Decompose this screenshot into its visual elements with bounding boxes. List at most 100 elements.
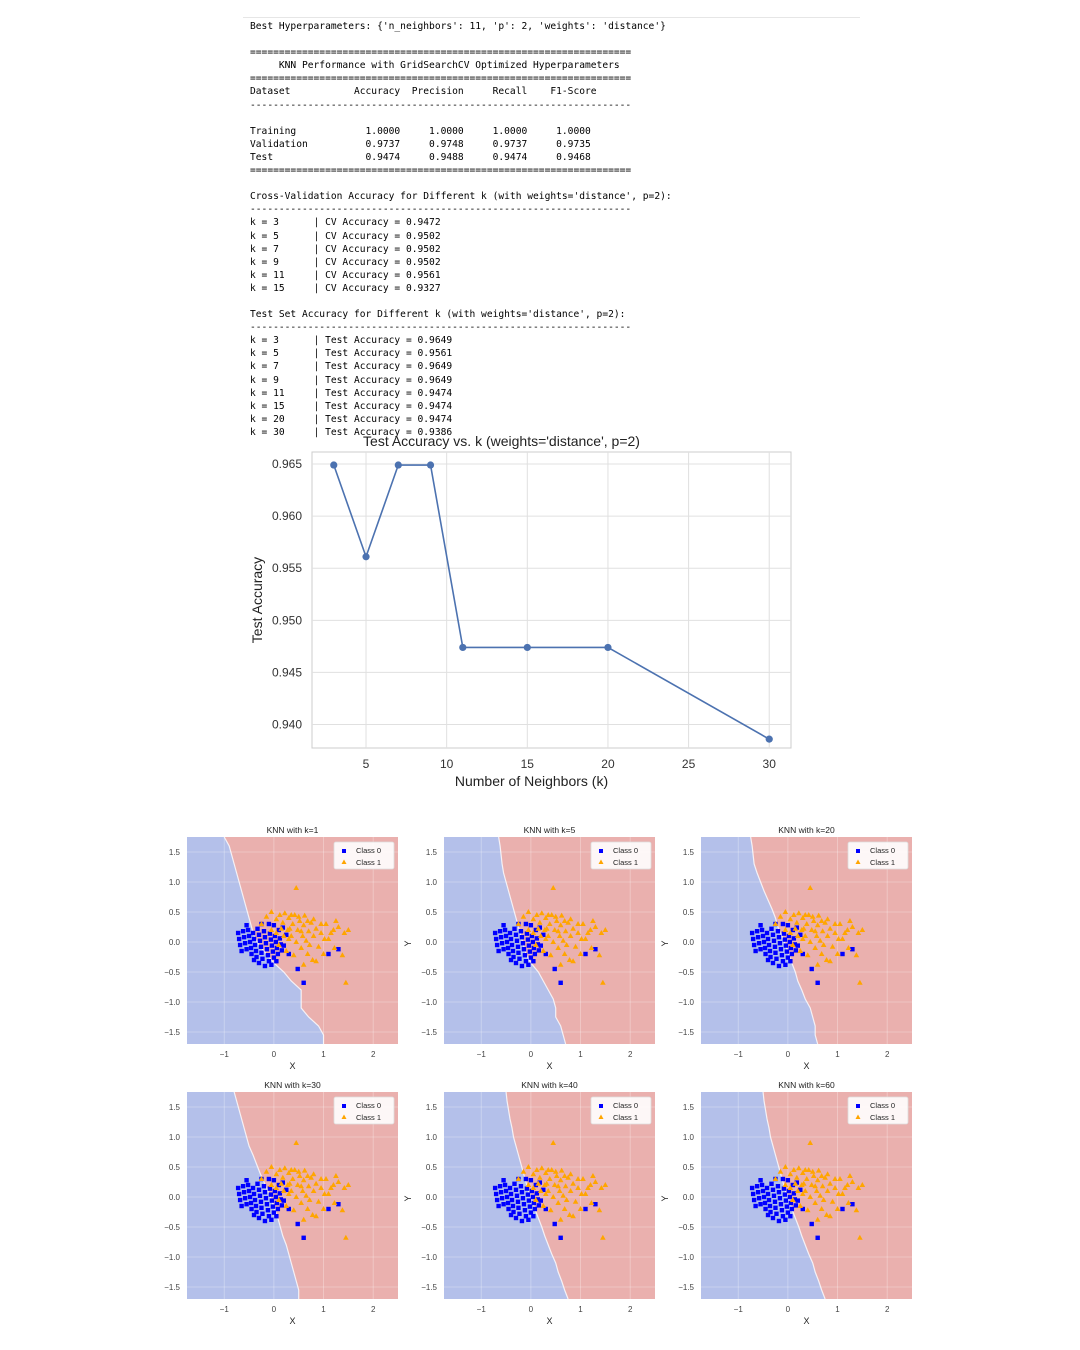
class0-point: [793, 1203, 799, 1208]
class0-point: [792, 942, 798, 947]
class1-point: [570, 1180, 576, 1186]
class0-point: [809, 1221, 814, 1227]
x-tick-label: −1: [477, 1050, 487, 1059]
class1-point: [818, 1173, 825, 1178]
class0-point: [272, 933, 278, 939]
class0-point: [789, 1206, 795, 1212]
class0-point: [253, 948, 259, 954]
class1-point: [543, 925, 550, 931]
class0-point: [583, 1206, 588, 1212]
class1-point: [787, 916, 794, 922]
class0-point: [513, 932, 519, 937]
class1-point: [799, 1191, 806, 1196]
class0-point: [770, 932, 776, 937]
class0-point: [770, 1215, 776, 1221]
class1-point: [296, 918, 303, 923]
class0-point: [514, 1193, 520, 1198]
class1-point: [580, 1176, 586, 1181]
class0-point: [780, 1176, 786, 1182]
class0-point: [265, 953, 271, 958]
class1-point: [787, 930, 794, 935]
class0-point: [268, 937, 274, 942]
class0-point: [521, 947, 527, 952]
class1-point: [539, 910, 545, 916]
legend-label: Class 0: [356, 1101, 381, 1110]
class1-point: [296, 1173, 303, 1178]
class1-point: [339, 1207, 346, 1213]
class1-point: [538, 1188, 544, 1193]
class0-point: [263, 1196, 269, 1201]
test-row: k = 3 | Test Accuracy = 0.9649: [250, 335, 453, 347]
y-tick-label: 0.965: [272, 457, 302, 471]
class0-point: [800, 951, 805, 957]
class1-point: [777, 1168, 784, 1174]
cv-row: k = 3 | CV Accuracy = 0.9472: [250, 217, 441, 229]
class0-point: [789, 951, 795, 957]
class0-point: [274, 1200, 280, 1206]
y-tick-label: −1.0: [678, 998, 694, 1007]
class1-point: [293, 1194, 300, 1199]
class1-point: [827, 1213, 833, 1219]
y-tick-label: 1.5: [169, 1103, 181, 1112]
x-tick-label: 10: [440, 757, 454, 771]
class1-point: [802, 1188, 809, 1193]
class1-point: [310, 1188, 317, 1193]
series-line: [333, 464, 770, 740]
class1-point: [546, 1176, 553, 1181]
class0-point: [528, 1210, 534, 1215]
class0-point: [522, 953, 528, 958]
class0-point: [794, 1180, 800, 1185]
class1-point: [563, 942, 570, 947]
class1-point: [815, 1167, 822, 1173]
class1-point: [782, 1182, 789, 1187]
class0-point: [840, 1206, 845, 1212]
class0-point: [274, 945, 280, 951]
class1-point: [530, 1171, 537, 1177]
x-tick-label: 2: [371, 1050, 376, 1059]
class0-point: [284, 932, 289, 937]
class0-point: [772, 944, 778, 949]
x-tick-label: 30: [763, 757, 777, 771]
class0-point: [262, 1190, 268, 1195]
class0-point: [756, 1196, 762, 1201]
class1-point: [282, 1165, 288, 1171]
class0-point: [509, 942, 515, 948]
class1-point: [578, 1191, 585, 1196]
x-tick-label: 1: [835, 1305, 840, 1314]
class1-point: [343, 1234, 349, 1240]
class0-point: [793, 948, 799, 953]
class1-point: [602, 927, 609, 932]
class1-point: [797, 1203, 804, 1208]
class1-point: [293, 885, 300, 890]
y-axis-label: Y: [660, 1195, 670, 1201]
class0-point: [751, 1197, 757, 1203]
class1-point: [286, 1180, 293, 1186]
class0-point: [241, 1190, 247, 1195]
class0-point: [750, 936, 756, 942]
class1-point: [814, 1177, 821, 1183]
class1-point: [832, 921, 838, 926]
class0-point: [280, 1180, 286, 1185]
class1-point: [587, 927, 594, 932]
class1-point: [560, 1192, 566, 1198]
class1-point: [580, 921, 586, 926]
test-row: k = 7 | Test Accuracy = 0.9649: [250, 361, 453, 373]
class0-point: [532, 1206, 538, 1212]
class0-point: [815, 980, 820, 985]
class0-point: [247, 1194, 253, 1200]
class0-point: [508, 1191, 514, 1197]
class0-point: [251, 957, 257, 963]
class1-point: [331, 1200, 338, 1205]
class0-point: [278, 1197, 284, 1202]
class1-point: [288, 1167, 295, 1172]
class0-point: [794, 925, 800, 930]
y-tick-label: 0.950: [272, 613, 302, 627]
class1-point: [808, 927, 815, 932]
legend-marker-class1: [855, 1114, 861, 1119]
chart-title: Test Accuracy vs. k (weights='distance',…: [363, 433, 640, 449]
class1-point: [807, 1194, 814, 1199]
class1-point: [290, 952, 297, 958]
class0-point: [593, 1202, 598, 1207]
class1-point: [520, 913, 527, 919]
